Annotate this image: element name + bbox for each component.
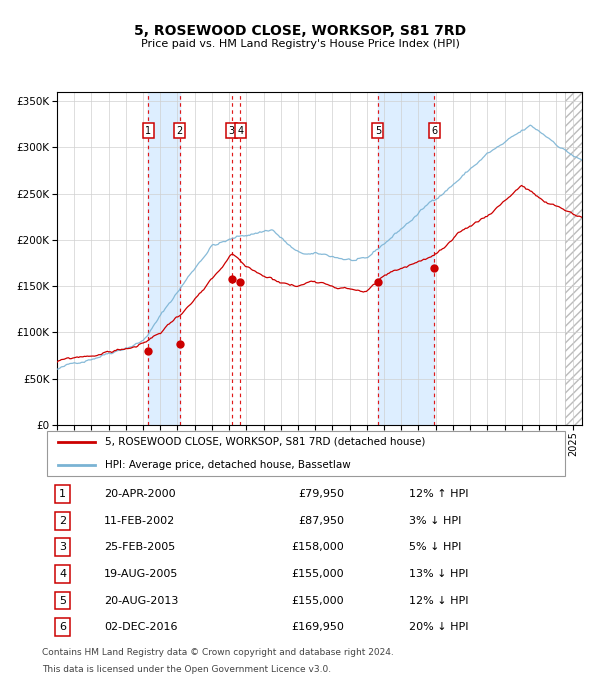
Text: Contains HM Land Registry data © Crown copyright and database right 2024.: Contains HM Land Registry data © Crown c… bbox=[42, 647, 394, 657]
Text: 20% ↓ HPI: 20% ↓ HPI bbox=[409, 622, 469, 632]
Text: 5, ROSEWOOD CLOSE, WORKSOP, S81 7RD (detached house): 5, ROSEWOOD CLOSE, WORKSOP, S81 7RD (det… bbox=[106, 437, 426, 447]
Text: 6: 6 bbox=[431, 126, 437, 136]
Text: 1: 1 bbox=[59, 489, 66, 499]
Text: 4: 4 bbox=[59, 569, 66, 579]
Text: £155,000: £155,000 bbox=[292, 596, 344, 606]
Text: 3: 3 bbox=[59, 543, 66, 552]
Bar bbox=[565, 92, 582, 425]
Text: 25-FEB-2005: 25-FEB-2005 bbox=[104, 543, 175, 552]
Text: 12% ↑ HPI: 12% ↑ HPI bbox=[409, 489, 469, 499]
Text: 02-DEC-2016: 02-DEC-2016 bbox=[104, 622, 178, 632]
Text: This data is licensed under the Open Government Licence v3.0.: This data is licensed under the Open Gov… bbox=[42, 665, 331, 675]
Text: 4: 4 bbox=[237, 126, 243, 136]
Text: 5, ROSEWOOD CLOSE, WORKSOP, S81 7RD: 5, ROSEWOOD CLOSE, WORKSOP, S81 7RD bbox=[134, 24, 466, 37]
Text: 20-APR-2000: 20-APR-2000 bbox=[104, 489, 176, 499]
Text: £155,000: £155,000 bbox=[292, 569, 344, 579]
Text: £79,950: £79,950 bbox=[298, 489, 344, 499]
Bar bbox=[148, 92, 179, 425]
Text: 19-AUG-2005: 19-AUG-2005 bbox=[104, 569, 178, 579]
Text: HPI: Average price, detached house, Bassetlaw: HPI: Average price, detached house, Bass… bbox=[106, 460, 351, 471]
Text: £87,950: £87,950 bbox=[298, 515, 344, 526]
Text: 2: 2 bbox=[176, 126, 182, 136]
Text: 3: 3 bbox=[229, 126, 235, 136]
Text: 20-AUG-2013: 20-AUG-2013 bbox=[104, 596, 178, 606]
Text: 5: 5 bbox=[375, 126, 381, 136]
Text: 11-FEB-2002: 11-FEB-2002 bbox=[104, 515, 175, 526]
FancyBboxPatch shape bbox=[47, 431, 565, 476]
Text: 13% ↓ HPI: 13% ↓ HPI bbox=[409, 569, 469, 579]
Bar bbox=[378, 92, 434, 425]
Text: £169,950: £169,950 bbox=[292, 622, 344, 632]
Text: 2: 2 bbox=[59, 515, 66, 526]
Text: £158,000: £158,000 bbox=[292, 543, 344, 552]
Text: 5: 5 bbox=[59, 596, 66, 606]
Text: 12% ↓ HPI: 12% ↓ HPI bbox=[409, 596, 469, 606]
Text: 3% ↓ HPI: 3% ↓ HPI bbox=[409, 515, 461, 526]
Text: Price paid vs. HM Land Registry's House Price Index (HPI): Price paid vs. HM Land Registry's House … bbox=[140, 39, 460, 49]
Text: 6: 6 bbox=[59, 622, 66, 632]
Text: 5% ↓ HPI: 5% ↓ HPI bbox=[409, 543, 461, 552]
Text: 1: 1 bbox=[145, 126, 151, 136]
